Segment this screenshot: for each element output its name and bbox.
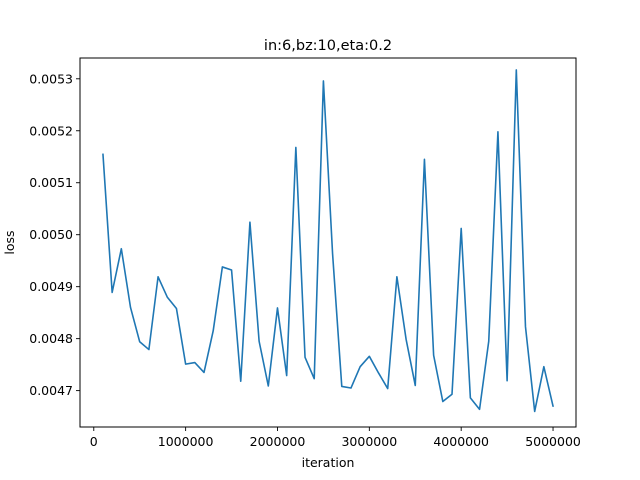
series-line [102, 69, 554, 413]
series-layer [102, 69, 554, 413]
x-tick-label: 5000000 [525, 434, 581, 449]
x-tick-label: 0 [90, 434, 98, 449]
x-tick-label: 1000000 [158, 434, 214, 449]
y-tick-label: 0.0047 [29, 383, 73, 398]
y-tick-label: 0.0048 [29, 331, 73, 346]
x-axis-ticks: 0 1000000 2000000 3000000 4000000 5000000 [90, 427, 581, 449]
y-tick-label: 0.0050 [29, 227, 73, 242]
axes-frame [79, 57, 577, 428]
y-tick-label: 0.0053 [29, 71, 73, 86]
y-tick-label: 0.0049 [29, 279, 73, 294]
x-tick-label: 2000000 [250, 434, 306, 449]
y-tick-label: 0.0052 [29, 123, 73, 138]
y-axis-ticks: 0.0047 0.0048 0.0049 0.0050 0.0051 0.0052 0.00… [29, 71, 80, 398]
y-tick-label: 0.0051 [29, 175, 73, 190]
x-tick-label: 3000000 [341, 434, 397, 449]
x-tick-label: 4000000 [433, 434, 489, 449]
y-axis-label: loss [2, 230, 17, 254]
x-axis-label: iteration [302, 455, 355, 470]
chart-title: in:6,bz:10,eta:0.2 [264, 38, 392, 54]
